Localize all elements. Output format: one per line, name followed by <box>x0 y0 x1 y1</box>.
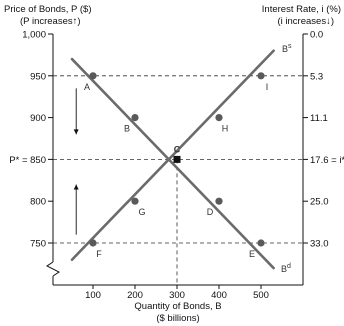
right-tick-label: 0.0 <box>310 30 323 41</box>
equilibrium-point <box>173 155 181 163</box>
right-tick-label: 5.3 <box>310 71 323 82</box>
data-point-f <box>89 239 97 247</box>
data-point-i <box>257 72 265 80</box>
point-label-a: A <box>84 82 90 92</box>
data-point-a <box>89 72 97 80</box>
left-tick-label: 1,000 <box>22 30 46 41</box>
left-axis-title-1: Price of Bonds, P ($) <box>4 4 91 15</box>
data-point-g <box>131 197 139 205</box>
demand-curve-label-main: B <box>281 264 287 274</box>
left-tick-label: P* = 850 <box>9 155 46 166</box>
x-tick-label: 500 <box>253 290 269 301</box>
x-tick-label: 200 <box>127 290 143 301</box>
x-tick-label: 100 <box>85 290 101 301</box>
data-point-h <box>215 114 223 122</box>
left-tick-label: 750 <box>30 239 46 250</box>
left-tick-label: 900 <box>30 113 46 124</box>
demand-curve-label-sup: d <box>287 263 291 270</box>
right-axis-title-1: Interest Rate, i (%) <box>262 4 341 15</box>
left-axis-title-2: (P increases↑) <box>20 16 81 27</box>
data-point-b <box>131 114 139 122</box>
right-tick-label: 33.0 <box>310 239 329 250</box>
point-label-f: F <box>96 249 102 259</box>
right-axis-title-2: (i increases↓) <box>278 16 335 27</box>
movement-arrowhead-down <box>73 129 79 135</box>
left-tick-label: 800 <box>30 197 46 208</box>
data-point-e <box>257 239 265 247</box>
right-tick-label: 17.6 = i* <box>310 155 344 166</box>
point-label-g: G <box>138 207 145 217</box>
equilibrium-label: C <box>174 144 181 154</box>
supply-curve-label: Bs <box>282 43 292 54</box>
curve-bd <box>70 57 275 270</box>
curve-bs <box>70 49 275 262</box>
supply-curve-label-main: B <box>282 44 288 54</box>
right-tick-label: 11.1 <box>310 113 328 124</box>
x-axis-title-2: ($ billions) <box>156 313 199 324</box>
axis-break-mark <box>46 261 60 277</box>
x-axis-title-1: Quantity of Bonds, B <box>134 301 221 312</box>
point-label-h: H <box>222 124 229 134</box>
x-tick-label: 300 <box>169 290 185 301</box>
point-label-i: I <box>266 82 269 92</box>
demand-curve-label: Bd <box>281 263 291 274</box>
data-point-d <box>215 197 223 205</box>
supply-curve-label-sup: s <box>288 43 292 50</box>
left-tick-label: 950 <box>30 71 46 82</box>
x-tick-label: 400 <box>211 290 227 301</box>
point-label-d: D <box>207 207 214 217</box>
point-label-e: E <box>249 249 255 259</box>
point-label-b: B <box>124 124 130 134</box>
right-tick-label: 25.0 <box>310 197 329 208</box>
movement-arrowhead-up <box>73 184 79 190</box>
